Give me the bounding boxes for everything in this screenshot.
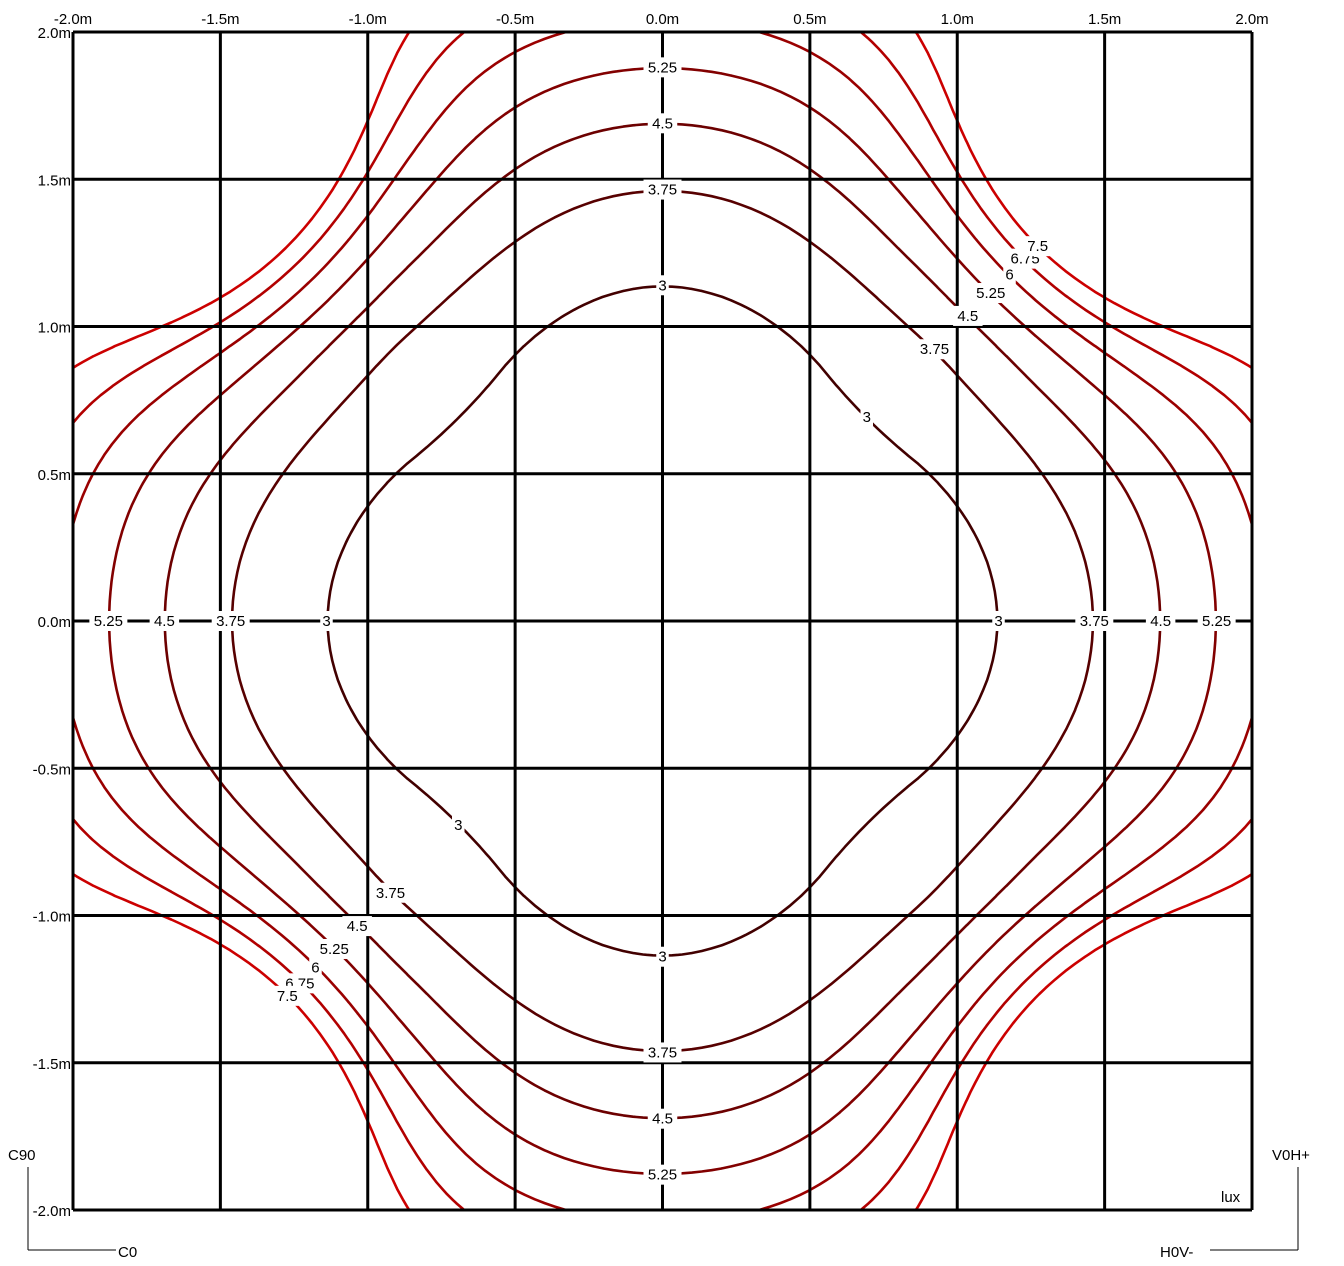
- x-tick-label: 0.0m: [646, 11, 679, 28]
- contour-label-bg: [309, 957, 322, 978]
- contour-line-6-75: [71, 30, 1254, 1212]
- y-tick-label: -0.5m: [33, 761, 71, 778]
- contour-label-bg: [1075, 611, 1114, 631]
- contour-label-bg: [342, 916, 372, 937]
- contour-label: 5.25: [94, 613, 123, 630]
- contour-label: 7.5: [1027, 238, 1048, 255]
- contour-label-bg: [1197, 611, 1236, 631]
- y-tick-label: 1.0m: [38, 320, 71, 337]
- contour-label-bg: [647, 1108, 678, 1129]
- contour-label-bg: [371, 882, 410, 903]
- contour-label: 4.5: [652, 115, 673, 132]
- contour-label-bg: [647, 113, 678, 134]
- grid-lines: [71, 30, 1254, 1212]
- contour-label-bg: [315, 938, 354, 959]
- y-tick-label: 0.5m: [38, 467, 71, 484]
- contour-label: 6: [311, 960, 319, 977]
- contour-label: 3.75: [376, 885, 405, 902]
- contour-label-bg: [643, 1164, 682, 1185]
- contour-label: 3.75: [648, 1044, 677, 1061]
- unit-label: lux: [1221, 1189, 1241, 1206]
- contour-label-bg: [860, 406, 874, 427]
- x-tick-label: -1.0m: [349, 11, 387, 28]
- y-tick-label: 1.5m: [38, 172, 71, 189]
- contour-label-bg: [1003, 264, 1016, 285]
- v0h-plus-label: V0H+: [1272, 1147, 1310, 1164]
- contour-label-bg: [1022, 236, 1053, 257]
- y-tick-label: -1.0m: [33, 909, 71, 926]
- c0-label: C0: [118, 1244, 137, 1261]
- contour-label-bg: [643, 57, 682, 78]
- x-tick-label: -0.5m: [496, 11, 534, 28]
- contour-label-bg: [1145, 611, 1176, 631]
- contour-label-bg: [211, 611, 250, 631]
- contour-label: 5.25: [320, 941, 349, 958]
- x-tick-label: -2.0m: [54, 11, 92, 28]
- contour-label-bg: [89, 611, 128, 631]
- contour-line-3: [326, 285, 999, 957]
- contour-label: 3: [322, 613, 330, 630]
- contour-line-4-5: [163, 122, 1162, 1120]
- contour-label-bg: [643, 1042, 682, 1063]
- contour-label: 5.25: [976, 285, 1005, 302]
- contour-label-bg: [643, 179, 682, 200]
- c90-label: C90: [8, 1147, 36, 1164]
- contour-label: 5.25: [1202, 613, 1231, 630]
- contour-label: 3: [658, 277, 666, 294]
- h0v-minus-label: H0V-: [1160, 1244, 1193, 1261]
- contour-label: 3: [863, 409, 871, 426]
- contour-label-bg: [915, 339, 954, 360]
- y-tick-label: 0.0m: [38, 614, 71, 631]
- contour-label-bg: [953, 305, 983, 326]
- y-tick-label: -2.0m: [33, 1203, 71, 1220]
- contour-label: 4.5: [347, 918, 368, 935]
- axis-tick-labels: -2.0m -1.5m -1.0m -0.5m 0.0m 0.5m 1.0m 1.5m 2.0m…: [33, 11, 1269, 1220]
- contour-label: 3.75: [216, 613, 245, 630]
- x-tick-label: -1.5m: [201, 11, 239, 28]
- contour-label: 5.25: [648, 59, 677, 76]
- contour-labels: 3 3 3 3 3 3 3.75 3.75 3.75 3.75 3.75 3.75 4.5 4.5 4.5 4…: [89, 57, 1236, 1185]
- x-tick-label: 1.5m: [1088, 11, 1121, 28]
- contour-label: 3: [994, 613, 1002, 630]
- contour-label-bg: [451, 815, 465, 836]
- x-tick-label: 2.0m: [1235, 11, 1268, 28]
- contour-label: 7.5: [277, 988, 298, 1005]
- contour-label: 3: [454, 817, 462, 834]
- contour-label: 3.75: [648, 182, 677, 199]
- contour-label: 5.25: [648, 1167, 677, 1184]
- contour-line-6: [71, 30, 1254, 1212]
- contour-label-bg: [149, 611, 180, 631]
- y-tick-label: -1.5m: [33, 1056, 71, 1073]
- contour-label: 3.75: [1080, 613, 1109, 630]
- corner-annotations: C90 C0 V0H+ H0V- lux: [8, 1147, 1310, 1261]
- x-tick-label: 1.0m: [941, 11, 974, 28]
- contour-label-bg: [656, 946, 669, 967]
- contour-label: 4.5: [1150, 613, 1171, 630]
- contour-label-bg: [992, 611, 1005, 631]
- contour-line-7-5: [71, 30, 1254, 1212]
- x-tick-label: 0.5m: [793, 11, 826, 28]
- contour-label-bg: [272, 985, 303, 1006]
- contour-lines: [71, 30, 1254, 1212]
- contour-label: 4.5: [957, 308, 978, 325]
- contour-label: 4.5: [154, 613, 175, 630]
- y-tick-label: 2.0m: [38, 25, 71, 42]
- contour-label: 3.75: [920, 341, 949, 358]
- contour-label: 6: [1005, 266, 1013, 283]
- contour-label: 4.5: [652, 1111, 673, 1128]
- contour-label-bg: [971, 283, 1010, 304]
- contour-label-bg: [656, 275, 669, 296]
- contour-label: 3: [658, 949, 666, 966]
- contour-label-bg: [320, 611, 333, 631]
